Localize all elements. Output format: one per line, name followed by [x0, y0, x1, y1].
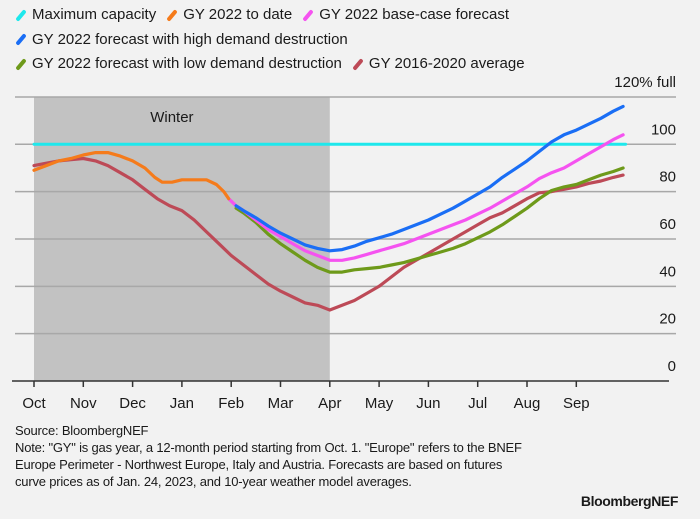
y-tick-label-40: 40 [659, 263, 676, 280]
legend-item-gy-2022-to-date: GY 2022 to date [166, 4, 292, 26]
y-tick-label-80: 80 [659, 169, 676, 186]
legend-swatch-icon [15, 33, 27, 46]
source-text: Source: BloombergNEF [15, 423, 149, 438]
legend-swatch-icon [302, 8, 314, 22]
legend-label: Maximum capacity [32, 6, 157, 23]
chart-footer: Source: BloombergNEF Note: "GY" is gas y… [15, 422, 535, 490]
series-line-gy-2022-to-date [32, 151, 231, 201]
legend-swatch-icon [352, 57, 364, 71]
x-tick-label-aug: Aug [514, 395, 541, 412]
y-tick-label-60: 60 [659, 216, 676, 233]
y-tick-label-0: 0 [668, 358, 676, 375]
x-tick-label-jul: Jul [468, 395, 487, 412]
chart-legend: Maximum capacity GY 2022 to date GY 2022 b… [15, 4, 675, 78]
winter-label: Winter [150, 109, 193, 126]
x-tick-label-apr: Apr [318, 395, 341, 412]
x-tick-label-oct: Oct [22, 395, 46, 412]
legend-item-gy-2022-forecast-with-high-demand-destruction: GY 2022 forecast with high demand destru… [15, 29, 348, 51]
legend-swatch-icon [15, 57, 27, 71]
brand-logo: BloombergNEF [580, 493, 678, 509]
x-tick-label-mar: Mar [268, 395, 294, 412]
legend-row: GY 2022 forecast with low demand destruc… [15, 53, 675, 78]
y-tick-label-100: 100 [651, 121, 676, 138]
legend-label: GY 2022 forecast with low demand destruc… [32, 55, 342, 72]
legend-item-gy-2022-base-case-forecast: GY 2022 base-case forecast [302, 4, 509, 26]
legend-row: Maximum capacity GY 2022 to date GY 2022 b… [15, 4, 675, 29]
legend-label: GY 2022 base-case forecast [319, 6, 510, 23]
legend-label: GY 2016-2020 average [368, 55, 525, 72]
series-line-gy-2022-base-case-forecast [227, 133, 625, 262]
y-tick-label-20: 20 [659, 311, 676, 328]
y-unit-label: 120% full [614, 74, 676, 91]
legend-item-maximum-capacity: Maximum capacity [15, 4, 156, 26]
legend-label: GY 2022 to date [183, 6, 293, 23]
x-tick-label-may: May [365, 395, 394, 412]
note-text: Note: "GY" is gas year, a 12-month perio… [15, 440, 522, 489]
x-tick-label-jun: Jun [416, 395, 440, 412]
series-line-gy-2016-2020-average [32, 156, 625, 312]
x-tick-label-nov: Nov [70, 395, 97, 412]
legend-item-gy-2016-2020-average: GY 2016-2020 average [352, 53, 525, 75]
legend-swatch-icon [15, 8, 27, 22]
legend-row: GY 2022 forecast with high demand destru… [15, 29, 675, 54]
x-tick-label-dec: Dec [119, 395, 146, 412]
series-line-gy-2022-forecast-with-high-demand-destruction [234, 104, 625, 253]
x-tick-label-feb: Feb [218, 395, 244, 412]
series-line-gy-2022-forecast-with-low-demand-destruction [234, 166, 625, 274]
legend-label: GY 2022 forecast with high demand destru… [32, 30, 348, 48]
x-tick-label-sep: Sep [563, 395, 590, 412]
x-tick-label-jan: Jan [170, 395, 194, 412]
legend-swatch-icon [166, 8, 178, 22]
legend-item-gy-2022-forecast-with-low-demand-destruction: GY 2022 forecast with low demand destruc… [15, 53, 342, 75]
